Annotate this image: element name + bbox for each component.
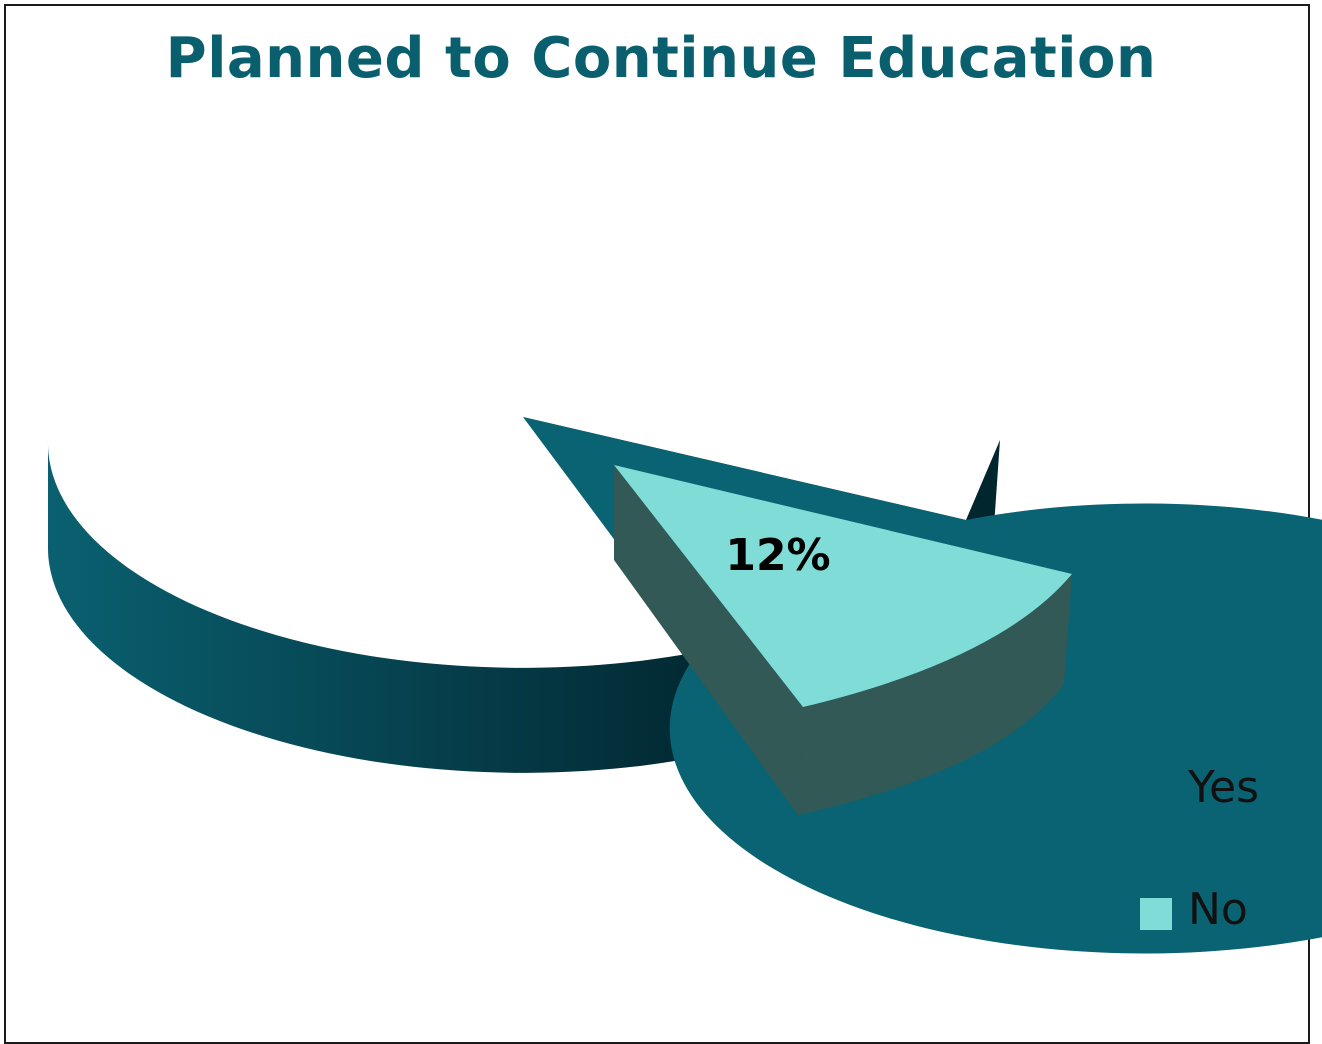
chart-title: Planned to Continue Education bbox=[165, 26, 1157, 91]
chart-legend: Yes No bbox=[1140, 760, 1310, 1004]
legend-label-yes: Yes bbox=[1188, 762, 1260, 813]
legend-swatch-no bbox=[1140, 898, 1172, 930]
data-label-yes: 88% bbox=[329, 318, 434, 369]
no-slice-side-outer bbox=[798, 574, 1072, 815]
legend-item-yes: Yes bbox=[1140, 760, 1310, 816]
no-slice bbox=[614, 465, 1072, 707]
legend-label-no: No bbox=[1188, 884, 1248, 935]
yes-slice-side bbox=[47, 440, 698, 773]
no-slice-side-left bbox=[614, 465, 803, 815]
legend-item-no: No bbox=[1140, 882, 1310, 938]
data-label-no: 12% bbox=[725, 530, 830, 581]
legend-swatch-yes bbox=[1140, 776, 1172, 808]
